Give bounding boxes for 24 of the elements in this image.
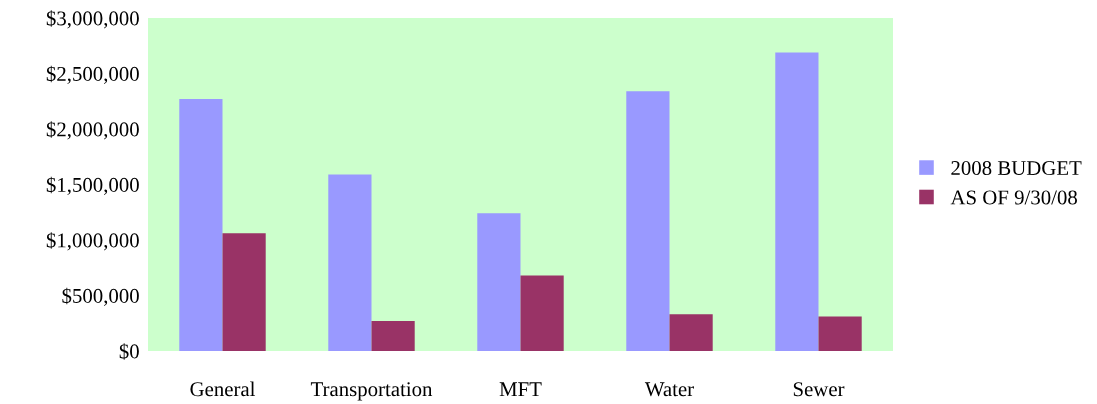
bar [669,314,713,351]
y-tick-label: $3,000,000 [46,10,139,29]
bar [371,321,415,351]
x-tick-label: Sewer [793,382,845,397]
y-tick-label: $2,000,000 [46,121,139,140]
x-tick-label: Water [644,382,694,397]
y-tick-label: $500,000 [62,287,139,306]
bar [626,91,670,351]
bar [520,275,564,351]
y-tick-label: $1,000,000 [46,232,139,251]
bar [222,233,266,351]
y-tick-label: $2,500,000 [46,65,139,84]
bar [477,213,521,351]
y-tick-label: $0 [119,343,139,360]
legend-label: AS OF 9/30/08 [950,190,1077,205]
y-tick-label: $1,500,000 [46,176,139,195]
bar [179,99,223,351]
bar [775,52,819,351]
legend-label: 2008 BUDGET [951,161,1082,176]
bar [818,316,862,351]
x-tick-label: General [190,381,256,397]
bar [328,174,372,351]
x-tick-label: Transportation [310,382,433,401]
x-tick-label: MFT [499,382,542,397]
